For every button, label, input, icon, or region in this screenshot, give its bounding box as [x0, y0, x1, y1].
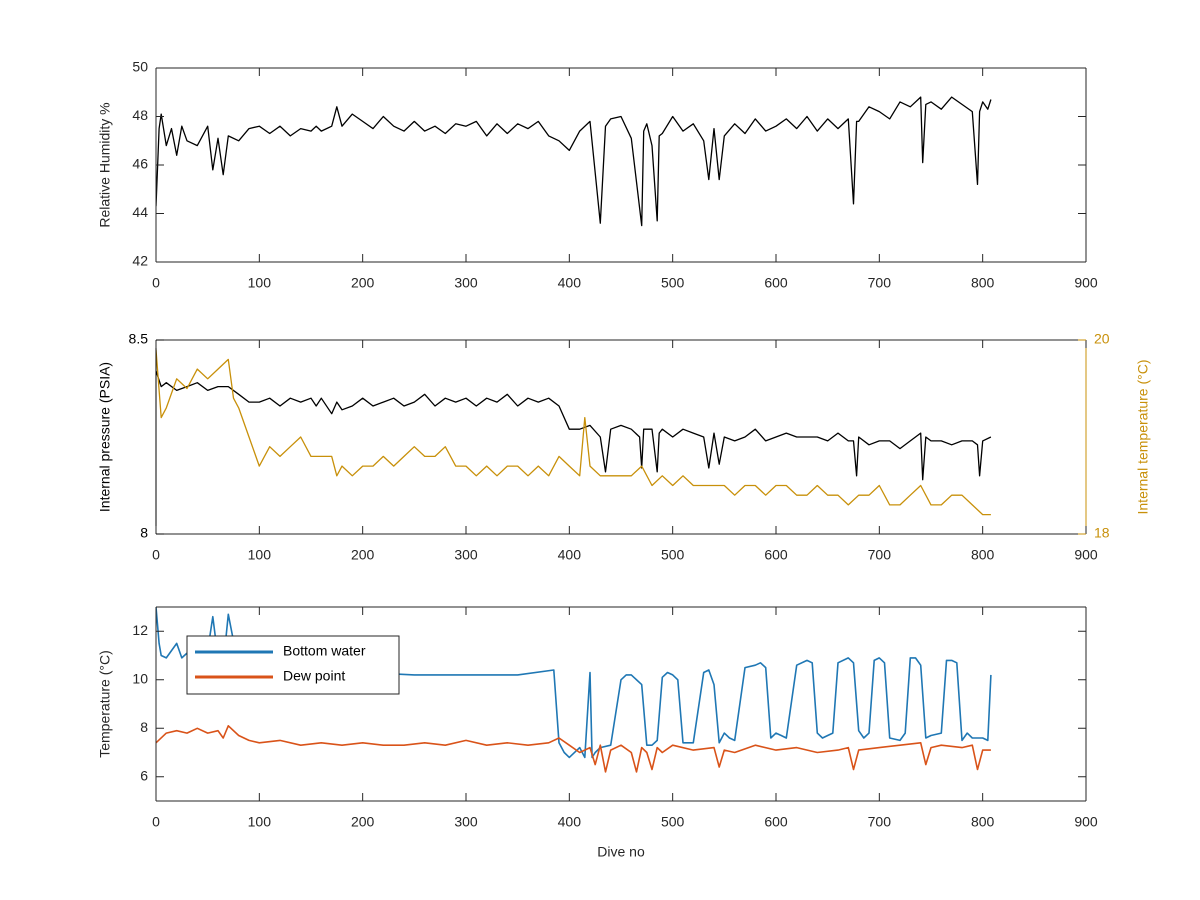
x-tick-label: 200	[351, 814, 375, 830]
plot-area	[156, 68, 1086, 262]
x-tick-label: 0	[152, 275, 160, 291]
x-axis-label: Dive no	[597, 844, 645, 860]
x-tick-label: 400	[558, 275, 582, 291]
series-line-series-1	[156, 370, 992, 481]
x-tick-label: 600	[764, 547, 788, 563]
y-tick-label: 50	[132, 59, 148, 75]
x-tick-label: 0	[152, 547, 160, 563]
x-tick-label: 100	[248, 814, 272, 830]
x-tick-label: 600	[764, 814, 788, 830]
x-tick-label: 200	[351, 547, 375, 563]
legend-box	[186, 635, 400, 695]
x-tick-label: 100	[248, 275, 272, 291]
y-tick-label: 12	[132, 622, 148, 638]
y-tick-label: 8.5	[129, 331, 149, 347]
x-tick-label: 400	[558, 814, 582, 830]
y-tick-label: 10	[132, 670, 148, 686]
y-tick-label: 42	[132, 253, 148, 269]
y-axis-label: Relative Humidity %	[97, 102, 113, 227]
x-tick-label: 200	[351, 275, 375, 291]
chart-panel-1: 0 100 200 300 400 500 600 700 800 900 42 44 46 48 50 Re…	[97, 59, 1098, 291]
y2-tick-label: 18	[1094, 525, 1110, 541]
x-tick-label: 300	[454, 547, 478, 563]
y-axis-label: Internal pressure (PSIA)	[97, 362, 113, 512]
plot-area	[156, 340, 1086, 534]
y-tick-label: 44	[132, 204, 148, 220]
series-line-dew-point	[156, 724, 991, 773]
series-line-internal-temperature	[156, 349, 991, 516]
legend-label: Bottom water	[283, 643, 366, 659]
x-tick-label: 700	[868, 275, 892, 291]
chart-panel-3: 0 100 200 300 400 500 600 700 800 900 6 8 10 12 Temper…	[97, 606, 1098, 860]
x-tick-label: 800	[971, 547, 995, 563]
x-tick-label: 500	[661, 814, 685, 830]
x-tick-label: 900	[1074, 275, 1098, 291]
chart-panel-2: 0 100 200 300 400 500 600 700 800 900 8 8.5 18 20 Inte…	[97, 331, 1151, 563]
y-tick-label: 46	[132, 156, 148, 172]
x-tick-label: 0	[152, 814, 160, 830]
y-tick-label: 8	[140, 719, 148, 735]
x-tick-label: 700	[868, 814, 892, 830]
y2-axis-label: Internal temperature (°C)	[1135, 360, 1151, 515]
x-tick-label: 900	[1074, 814, 1098, 830]
x-tick-label: 300	[454, 275, 478, 291]
y-axis-label: Temperature (°C)	[97, 650, 113, 758]
series-line-series-1	[156, 96, 992, 227]
legend: Bottom water Dew point	[186, 635, 400, 695]
legend-label: Dew point	[283, 668, 345, 684]
x-tick-label: 500	[661, 275, 685, 291]
x-tick-label: 900	[1074, 547, 1098, 563]
y-tick-label: 48	[132, 107, 148, 123]
x-tick-label: 600	[764, 275, 788, 291]
x-tick-label: 800	[971, 275, 995, 291]
x-tick-label: 800	[971, 814, 995, 830]
y2-tick-label: 20	[1094, 331, 1110, 347]
x-tick-label: 100	[248, 547, 272, 563]
x-tick-label: 400	[558, 547, 582, 563]
y-tick-label: 6	[140, 767, 148, 783]
x-tick-label: 300	[454, 814, 478, 830]
x-tick-label: 700	[868, 547, 892, 563]
x-tick-label: 500	[661, 547, 685, 563]
y-tick-label: 8	[140, 525, 148, 541]
